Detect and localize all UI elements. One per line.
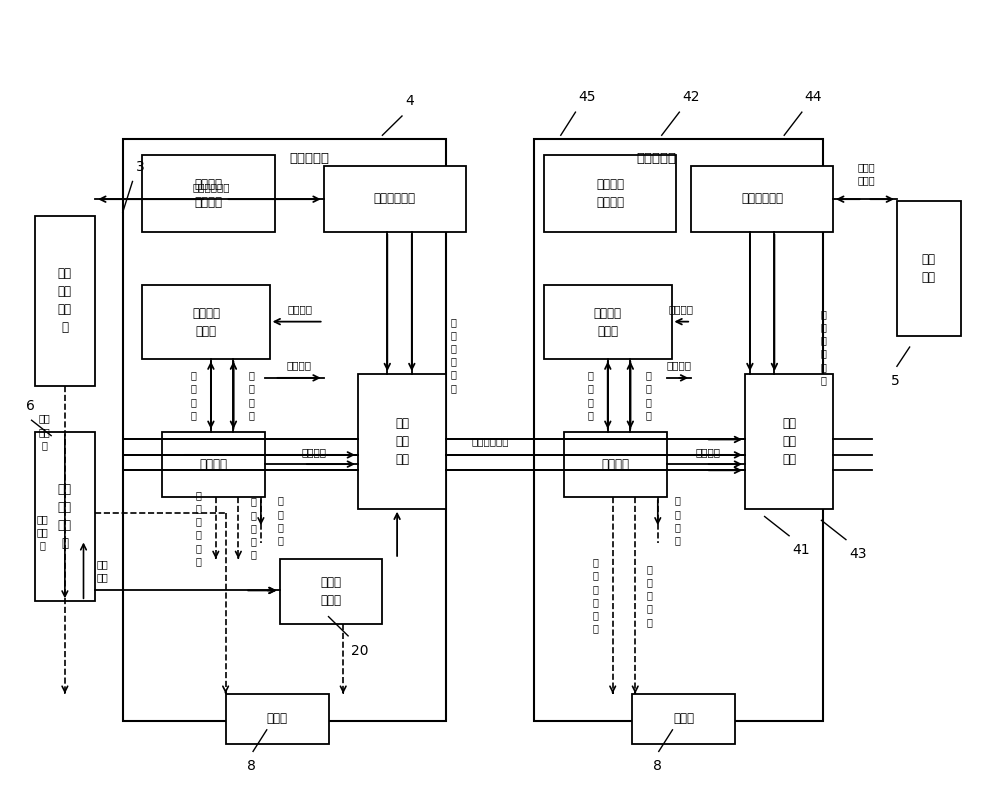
Text: 切换命令: 切换命令 (695, 447, 720, 457)
Text: 切换命令: 切换命令 (301, 447, 326, 457)
Text: 光纤数
据信号: 光纤数 据信号 (858, 162, 875, 185)
FancyBboxPatch shape (226, 694, 328, 744)
FancyBboxPatch shape (162, 432, 265, 497)
Text: 光波用
复用器: 光波用 复用器 (320, 576, 341, 607)
FancyBboxPatch shape (544, 286, 672, 359)
Text: 光纤收发模块: 光纤收发模块 (374, 192, 416, 206)
Text: 光路
切换
模块: 光路 切换 模块 (395, 417, 409, 466)
FancyBboxPatch shape (142, 155, 275, 232)
Text: 主控模块: 主控模块 (601, 458, 629, 471)
Text: 掉电自动
保护模块: 掉电自动 保护模块 (596, 178, 624, 209)
Text: 3: 3 (135, 160, 144, 174)
Text: 光
功
率
数
据: 光 功 率 数 据 (250, 497, 256, 560)
Text: 光纤数据信号: 光纤数据信号 (471, 436, 509, 446)
Text: 光功率监
测模块: 光功率监 测模块 (192, 306, 220, 337)
Text: 光功率监
测模块: 光功率监 测模块 (594, 306, 622, 337)
Text: 光纤收发模块: 光纤收发模块 (741, 192, 783, 206)
Text: 光
纤
数
据
信
号: 光 纤 数 据 信 号 (820, 309, 826, 385)
FancyBboxPatch shape (632, 694, 735, 744)
Text: 光纤数据信号: 光纤数据信号 (192, 182, 230, 192)
Text: 光功
率采
集单
元: 光功 率采 集单 元 (58, 268, 72, 334)
Text: 6: 6 (26, 399, 34, 413)
FancyBboxPatch shape (544, 155, 676, 232)
Text: 切
换
事
件
信
息: 切 换 事 件 信 息 (195, 490, 201, 566)
Text: 光切换单元: 光切换单元 (289, 152, 329, 165)
FancyBboxPatch shape (564, 432, 667, 497)
Text: 光功
率数
据: 光功 率数 据 (38, 414, 50, 450)
FancyBboxPatch shape (142, 286, 270, 359)
Text: 4: 4 (405, 94, 414, 108)
Text: 测试
命令: 测试 命令 (96, 559, 108, 582)
Text: 42: 42 (682, 91, 700, 105)
Text: 控制命令: 控制命令 (287, 360, 312, 371)
Text: 光切换单元: 光切换单元 (637, 152, 677, 165)
Text: 采
样
数
据: 采 样 数 据 (587, 370, 593, 420)
Text: 切
换
事
件
信
息: 切 换 事 件 信 息 (592, 557, 598, 634)
FancyBboxPatch shape (897, 201, 961, 336)
Text: 监
测
命
令: 监 测 命 令 (248, 370, 254, 420)
Text: 测
试
命
令: 测 试 命 令 (278, 495, 283, 545)
Text: 主控模块: 主控模块 (199, 458, 227, 471)
Text: 程控
光开
关单
元: 程控 光开 关单 元 (58, 483, 72, 550)
FancyBboxPatch shape (324, 166, 466, 232)
Text: 掉电自动
保护模块: 掉电自动 保护模块 (194, 178, 222, 209)
Text: 采样信号: 采样信号 (669, 304, 694, 314)
Text: 41: 41 (792, 543, 810, 557)
Text: 8: 8 (247, 759, 256, 773)
FancyBboxPatch shape (358, 374, 446, 509)
Text: 路由器: 路由器 (673, 712, 694, 725)
Text: 43: 43 (849, 547, 866, 561)
Text: 5: 5 (891, 374, 900, 388)
Text: 光路
切换
模块: 光路 切换 模块 (782, 417, 796, 466)
FancyBboxPatch shape (745, 374, 833, 509)
Text: 控制命令: 控制命令 (667, 360, 692, 371)
Text: 采样信号: 采样信号 (288, 304, 313, 314)
Text: 测
试
命
令: 测 试 命 令 (674, 495, 680, 545)
Text: 光
纤
数
据
信
号: 光 纤 数 据 信 号 (450, 317, 456, 393)
Text: 光滤
波器: 光滤 波器 (922, 252, 936, 283)
Text: 20: 20 (351, 644, 369, 657)
FancyBboxPatch shape (691, 166, 833, 232)
Text: 路由器: 路由器 (267, 712, 288, 725)
FancyBboxPatch shape (280, 559, 382, 624)
Text: 光
功
率
数
据: 光 功 率 数 据 (647, 564, 653, 626)
FancyBboxPatch shape (34, 216, 95, 386)
Text: 44: 44 (805, 91, 822, 105)
Text: 8: 8 (653, 759, 662, 773)
Text: 45: 45 (578, 91, 596, 105)
Text: 监
测
命
令: 监 测 命 令 (645, 370, 651, 420)
Text: 光功
率数
据: 光功 率数 据 (36, 514, 48, 550)
FancyBboxPatch shape (34, 432, 95, 601)
Text: 采
样
数
据: 采 样 数 据 (190, 370, 196, 420)
